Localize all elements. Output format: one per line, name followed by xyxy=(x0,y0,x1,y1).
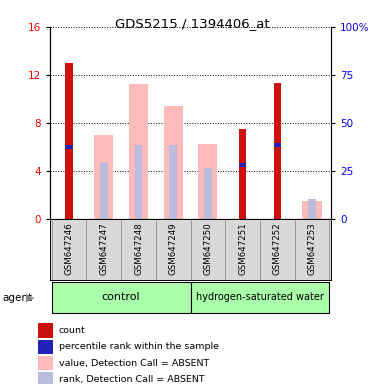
Bar xyxy=(225,219,260,280)
Text: GSM647251: GSM647251 xyxy=(238,222,247,275)
Bar xyxy=(38,372,53,384)
Bar xyxy=(169,145,177,219)
Bar xyxy=(52,219,87,280)
Bar xyxy=(87,219,121,280)
Text: value, Detection Call = ABSENT: value, Detection Call = ABSENT xyxy=(59,359,209,367)
Bar xyxy=(308,199,316,219)
Text: GDS5215 / 1394406_at: GDS5215 / 1394406_at xyxy=(115,17,270,30)
Text: control: control xyxy=(102,292,141,302)
Text: GSM647252: GSM647252 xyxy=(273,222,282,275)
Bar xyxy=(239,164,246,167)
Bar xyxy=(303,201,321,219)
Bar xyxy=(65,63,73,219)
Bar xyxy=(135,145,142,219)
Text: GSM647247: GSM647247 xyxy=(99,222,108,275)
Text: count: count xyxy=(59,326,85,335)
Bar xyxy=(164,106,183,219)
Text: GSM647253: GSM647253 xyxy=(308,222,316,275)
Text: GSM647246: GSM647246 xyxy=(65,222,74,275)
Bar xyxy=(38,339,53,354)
Bar xyxy=(94,135,113,219)
Bar xyxy=(100,163,108,219)
Bar xyxy=(38,323,53,338)
Bar xyxy=(156,219,191,280)
Bar xyxy=(191,282,329,313)
Bar xyxy=(273,83,281,219)
Text: rank, Detection Call = ABSENT: rank, Detection Call = ABSENT xyxy=(59,375,204,384)
Bar xyxy=(295,219,329,280)
Bar xyxy=(65,145,73,149)
Text: GSM647248: GSM647248 xyxy=(134,222,143,275)
Bar xyxy=(191,219,225,280)
Bar xyxy=(204,168,212,219)
Bar xyxy=(121,219,156,280)
Bar xyxy=(38,356,53,370)
Bar xyxy=(52,282,191,313)
Text: GSM647249: GSM647249 xyxy=(169,222,178,275)
Bar xyxy=(260,219,295,280)
Text: ▶: ▶ xyxy=(26,293,35,303)
Text: agent: agent xyxy=(2,293,32,303)
Bar xyxy=(198,144,218,219)
Text: hydrogen-saturated water: hydrogen-saturated water xyxy=(196,292,324,302)
Text: percentile rank within the sample: percentile rank within the sample xyxy=(59,342,219,351)
Bar xyxy=(273,143,281,147)
Bar xyxy=(239,129,246,219)
Bar xyxy=(129,84,148,219)
Text: GSM647250: GSM647250 xyxy=(203,222,213,275)
